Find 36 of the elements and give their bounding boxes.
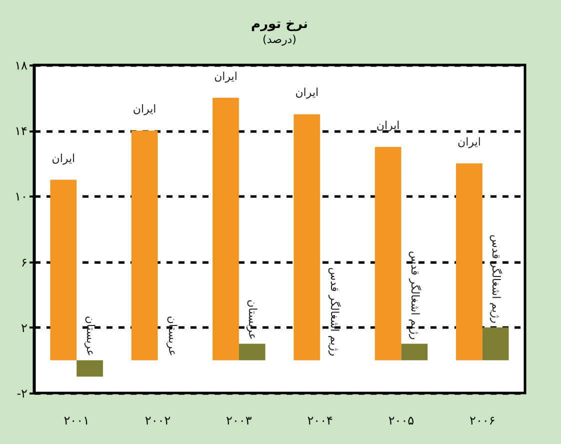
x-tick-label: ۲۰۰۴ xyxy=(307,414,333,428)
data-label: رژیم اشغالگر قدس xyxy=(408,250,422,340)
chart-title: نرخ تورم xyxy=(251,17,308,32)
bar xyxy=(212,98,239,360)
y-tick-label: ۱۴ xyxy=(14,124,28,138)
bar xyxy=(456,163,482,360)
y-tick-label: ۱۸ xyxy=(14,58,28,72)
bar xyxy=(294,114,320,360)
bar xyxy=(374,147,402,360)
bar xyxy=(401,344,428,360)
x-tick-label: ۲۰۰۱ xyxy=(64,414,90,428)
data-label: ایران xyxy=(214,70,238,83)
bar xyxy=(76,360,103,377)
x-tick-label: ۲۰۰۳ xyxy=(226,414,252,428)
data-label: ایران xyxy=(52,152,76,165)
x-tick-label: ۲۰۰۲ xyxy=(144,414,171,428)
data-label: عربستان xyxy=(246,300,260,340)
annotation: عربستان xyxy=(166,316,179,356)
data-label: ایران xyxy=(295,86,319,100)
bar xyxy=(131,130,158,360)
bar xyxy=(482,327,509,360)
y-tick-label: -۲ xyxy=(16,386,28,400)
x-tick-label: ۲۰۰۵ xyxy=(388,414,414,428)
y-tick-label: ۶ xyxy=(21,255,28,270)
data-label: رژیم اشغالگر قدس xyxy=(490,234,503,324)
y-tick-label: ۱۰ xyxy=(14,190,28,204)
x-tick-label: ۲۰۰۶ xyxy=(470,414,496,428)
data-label: ایران xyxy=(376,119,400,132)
bar xyxy=(50,180,77,360)
bar xyxy=(238,344,266,360)
chart-subtitle: (درصد) xyxy=(262,33,296,46)
data-label: ایران xyxy=(458,135,481,148)
y-tick-label: ۲ xyxy=(21,320,28,335)
data-label: عربستان xyxy=(84,316,97,356)
data-label: ایران xyxy=(132,102,156,116)
annotation: رژیم اشغالگر قدس xyxy=(328,267,342,356)
